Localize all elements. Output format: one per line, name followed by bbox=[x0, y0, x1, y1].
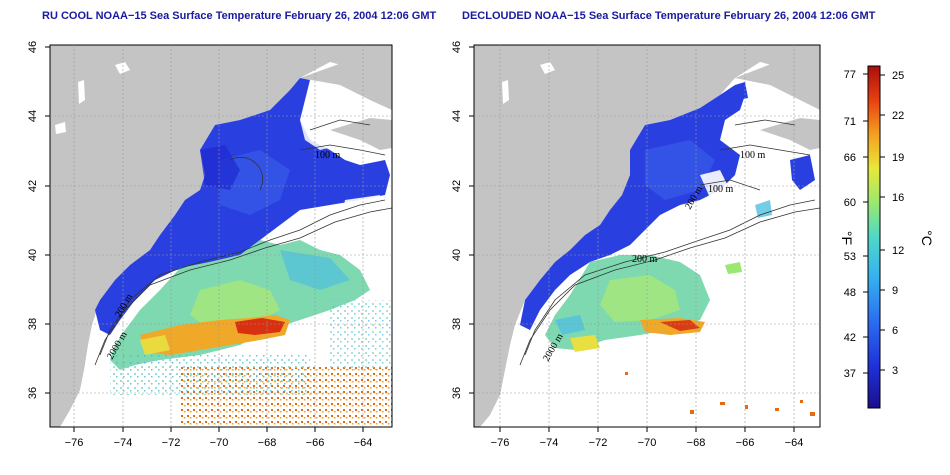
colorbar-c-tick: 22 bbox=[892, 110, 904, 122]
colorbar-f-tick: 66 bbox=[844, 152, 856, 164]
left-lat-tick: 40 bbox=[27, 249, 39, 261]
right-lat-tick: 40 bbox=[451, 249, 463, 261]
colorbar-f-tick: 42 bbox=[844, 332, 856, 344]
colorbar-f-tick: 77 bbox=[844, 69, 856, 81]
left-lon-tick: −72 bbox=[162, 437, 181, 449]
right-lat-tick: 44 bbox=[451, 110, 463, 122]
right-lon-tick: −64 bbox=[785, 437, 804, 449]
colorbar-c-tick: 25 bbox=[892, 70, 904, 82]
right-map: 100 m 100 m 200 m 200 m 2000 m −76 −74 −… bbox=[451, 41, 821, 449]
left-lat-tick: 36 bbox=[27, 387, 39, 399]
left-panel-title: RU COOL NOAA−15 Sea Surface Temperature … bbox=[42, 10, 437, 22]
colorbar-fahrenheit-unit: °F bbox=[839, 231, 855, 245]
left-bathymetry-contours bbox=[94, 119, 392, 366]
right-lat-axis: 46 44 42 40 38 36 bbox=[451, 41, 474, 399]
left-lon-tick: −66 bbox=[306, 437, 325, 449]
left-map-frame bbox=[49, 44, 393, 428]
left-lat-tick: 38 bbox=[27, 318, 39, 330]
colorbar-f-tick: 53 bbox=[844, 251, 856, 263]
colorbar-c-tick: 16 bbox=[892, 192, 904, 204]
right-lon-tick: −66 bbox=[736, 437, 755, 449]
colorbar-f-tick: 71 bbox=[844, 116, 856, 128]
right-contour-label-200m: 200 m bbox=[632, 254, 658, 265]
colorbar-gradient bbox=[867, 65, 881, 409]
colorbar-celsius-unit: °C bbox=[919, 230, 935, 246]
right-land bbox=[474, 45, 820, 427]
right-lat-tick: 38 bbox=[451, 318, 463, 330]
right-lon-tick: −74 bbox=[540, 437, 559, 449]
left-lon-tick: −74 bbox=[114, 437, 133, 449]
colorbar-f-tick: 60 bbox=[844, 197, 856, 209]
colorbar-c-tick: 12 bbox=[892, 245, 904, 257]
right-lat-tick: 36 bbox=[451, 387, 463, 399]
left-lon-axis: −76 −74 −72 −70 −68 −66 −64 bbox=[65, 427, 373, 449]
right-lon-tick: −70 bbox=[638, 437, 657, 449]
right-panel-title: DECLOUDED NOAA−15 Sea Surface Temperatur… bbox=[462, 10, 876, 22]
left-map: 100 m 200 m 2000 m −76 −74 −72 −70 −68 −… bbox=[27, 41, 393, 449]
right-lon-tick: −72 bbox=[589, 437, 608, 449]
left-lat-tick: 42 bbox=[27, 180, 39, 192]
right-bathymetry-contours bbox=[519, 119, 820, 366]
right-lon-tick: −76 bbox=[491, 437, 510, 449]
left-land bbox=[50, 45, 392, 427]
left-lat-tick: 46 bbox=[27, 41, 39, 53]
right-lat-tick: 46 bbox=[451, 41, 463, 53]
colorbar-f-tick: 48 bbox=[844, 287, 856, 299]
right-lon-axis: −76 −74 −72 −70 −68 −66 −64 bbox=[491, 427, 804, 449]
left-lon-tick: −70 bbox=[210, 437, 229, 449]
colorbar-c-tick: 19 bbox=[892, 152, 904, 164]
right-contour-label-100m: 100 m bbox=[708, 184, 734, 195]
colorbar-f-tick: 37 bbox=[844, 368, 856, 380]
left-lon-tick: −76 bbox=[65, 437, 84, 449]
right-lat-tick: 42 bbox=[451, 180, 463, 192]
colorbar-c-tick: 3 bbox=[892, 365, 898, 377]
left-lon-tick: −68 bbox=[258, 437, 277, 449]
colorbar-c-tick: 9 bbox=[892, 285, 898, 297]
right-lon-tick: −68 bbox=[687, 437, 706, 449]
colorbar-c-tick: 6 bbox=[892, 325, 898, 337]
temperature-colorbar: 77 71 66 60 53 48 42 37 25 22 19 16 12 9… bbox=[839, 65, 935, 409]
left-contour-label-100m: 100 m bbox=[315, 150, 341, 161]
left-lat-axis: 46 44 42 40 38 36 bbox=[27, 41, 50, 399]
left-lon-tick: −64 bbox=[354, 437, 373, 449]
right-contour-label-100m: 100 m bbox=[740, 150, 766, 161]
left-lat-tick: 44 bbox=[27, 110, 39, 122]
